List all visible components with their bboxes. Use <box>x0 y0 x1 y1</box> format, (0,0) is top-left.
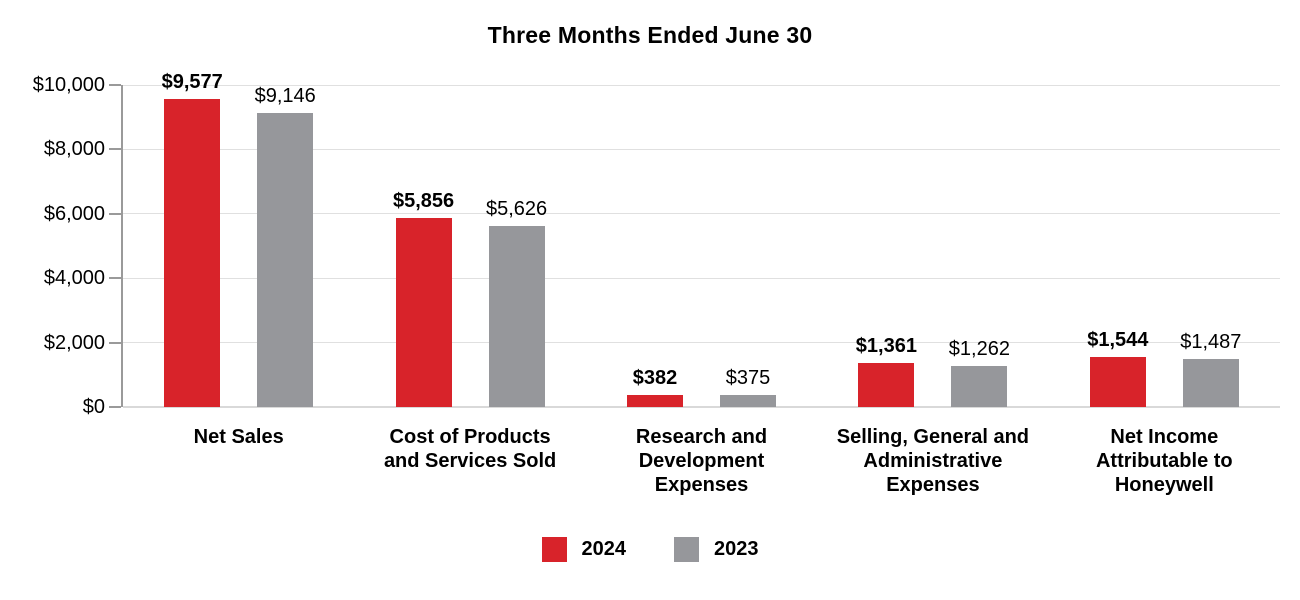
gridline <box>123 148 1280 150</box>
y-axis-label: $2,000 <box>43 331 105 354</box>
category-label-line: and Services Sold <box>383 450 557 472</box>
bar-group: $5,856 $5,626 <box>393 85 548 407</box>
category-label-line: Cost of Products <box>389 426 551 448</box>
legend-item-2023: 2023 <box>674 537 759 562</box>
category-label: Selling, General and Administrative Expens… <box>818 425 1048 497</box>
category-label-line: Attributable to <box>1095 450 1233 472</box>
bar-2023 <box>488 225 545 407</box>
bar-group: $382 $375 <box>627 85 776 407</box>
category-label: Net Sales <box>124 425 354 449</box>
axis-tick <box>109 406 121 408</box>
x-axis-line <box>123 406 1280 408</box>
bar-2023 <box>1182 359 1239 407</box>
bar-group: $1,544 $1,487 <box>1087 85 1242 407</box>
axis-tick <box>109 341 121 344</box>
category-label-line: Research and <box>635 426 768 448</box>
axis-tick <box>109 277 121 280</box>
category-label-line: Selling, General and <box>836 426 1030 448</box>
gridline <box>123 213 1280 215</box>
category-label-line: Expenses <box>654 474 749 496</box>
value-label: $5,626 <box>486 197 548 220</box>
category-label-line: Honeywell <box>1114 474 1214 496</box>
y-axis-label: $0 <box>82 396 105 418</box>
y-axis-label: $4,000 <box>43 267 105 290</box>
legend-label-2023: 2023 <box>714 538 759 560</box>
y-axis-label: $8,000 <box>43 138 105 161</box>
chart-title: Three Months Ended June 30 <box>487 22 813 48</box>
category-label-line: Administrative <box>863 450 1003 472</box>
bar-group: $9,577 $9,146 <box>162 71 316 407</box>
value-label: $1,544 <box>1087 329 1149 352</box>
legend-item-2024: 2024 <box>541 537 627 562</box>
axis-tick <box>109 84 121 86</box>
y-axis-label: $6,000 <box>43 202 105 225</box>
axis-tick <box>109 148 121 151</box>
value-label: $1,361 <box>855 335 917 358</box>
gridline <box>123 84 1280 86</box>
category-label: Cost of Products and Services Sold <box>355 425 585 473</box>
bar-2024 <box>395 218 452 407</box>
bar-2024 <box>1089 357 1146 407</box>
bar-group: $1,361 $1,262 <box>855 85 1010 407</box>
gridline <box>123 277 1280 279</box>
value-label: $1,487 <box>1180 331 1242 354</box>
bar-2024 <box>858 363 915 407</box>
value-label: $382 <box>632 366 678 389</box>
category-label-line: Net Income <box>1110 426 1219 448</box>
bar-2024 <box>164 98 221 407</box>
category-label-line: Development <box>638 450 765 472</box>
legend-swatch-2024 <box>541 537 567 562</box>
value-label: $1,262 <box>948 338 1010 361</box>
x-axis: Net Sales Cost of Products and Services So… <box>123 425 1280 509</box>
gridline <box>123 342 1280 344</box>
bar-2023 <box>720 394 776 407</box>
bar-2024 <box>627 394 683 407</box>
value-label: $375 <box>725 366 771 389</box>
category-label: Net Income Attributable to Honeywell <box>1049 425 1279 497</box>
category-label: Research and Development Expenses <box>587 425 817 497</box>
value-label: $5,856 <box>393 190 455 213</box>
y-axis-label: $10,000 <box>32 74 105 96</box>
value-label: $9,146 <box>254 84 316 107</box>
bar-2023 <box>951 366 1008 407</box>
legend: 2024 2023 <box>0 537 1300 562</box>
category-label-line: Expenses <box>886 474 980 496</box>
axis-tick <box>109 212 121 215</box>
legend-swatch-2023 <box>674 537 699 562</box>
plot-area: $9,577 $9,146 $5,856 $5,626 $382 $375 $1,361 $1… <box>109 71 1280 408</box>
y-axis: $0 $2,000 $4,000 $6,000 $8,000 $10,000 <box>0 74 105 418</box>
legend-label-2024: 2024 <box>581 538 627 560</box>
value-label: $9,577 <box>161 70 223 93</box>
category-label-line: Net Sales <box>193 426 284 448</box>
bar-2023 <box>257 112 314 407</box>
